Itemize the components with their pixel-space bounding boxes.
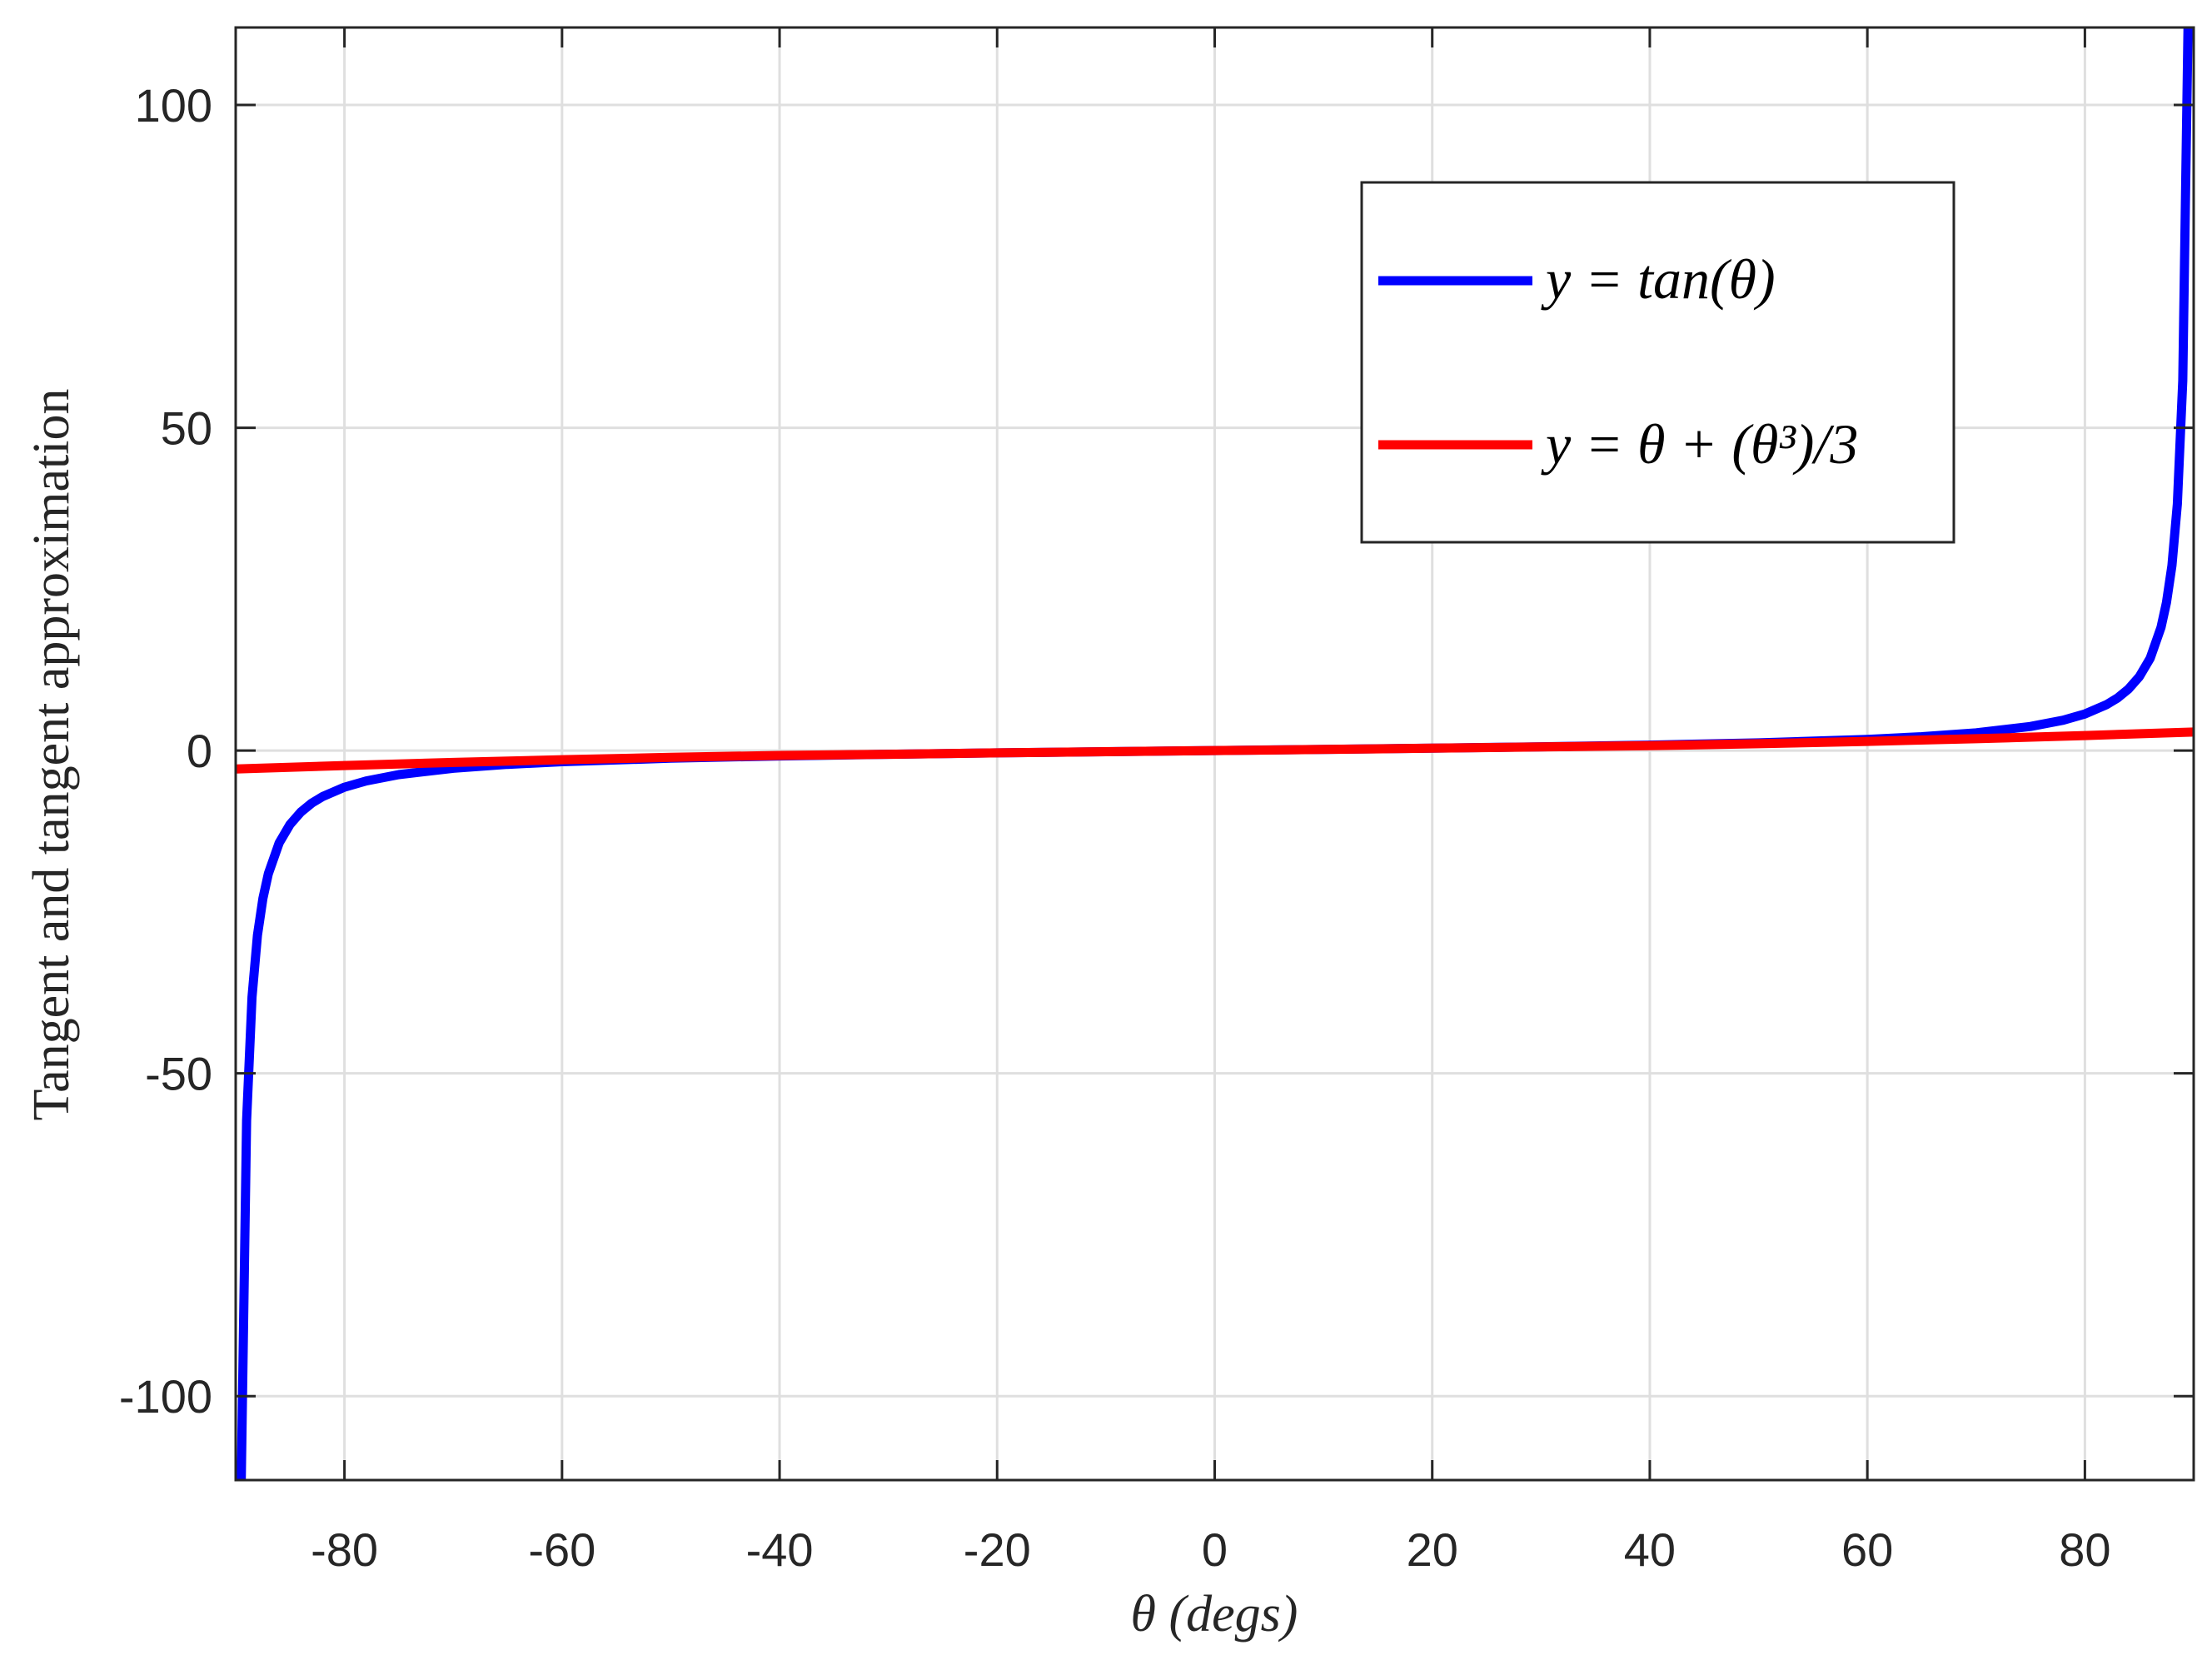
x-tick-label: 40 xyxy=(1624,1523,1676,1576)
series-layer xyxy=(236,27,2194,1480)
y-tick-labels: -100 -50 0 50 100 xyxy=(119,79,212,1423)
legend: y = tan(θ) y = θ + (θ³)/3 xyxy=(1360,181,1955,544)
y-tick-label: 50 xyxy=(161,402,212,455)
x-tick-label: -40 xyxy=(746,1523,814,1576)
y-tick-label: -100 xyxy=(119,1370,212,1423)
x-tick-label: 80 xyxy=(2059,1523,2110,1576)
legend-label-approx: y = θ + (θ³)/3 xyxy=(1541,412,1858,476)
y-axis-label: Tangent and tangent approximation xyxy=(23,389,80,1121)
x-tick-label: 20 xyxy=(1407,1523,1458,1576)
x-axis-label: θ (degs) xyxy=(1131,1586,1298,1643)
x-tick-label: 60 xyxy=(1841,1523,1893,1576)
x-tick-label: 0 xyxy=(1202,1523,1228,1576)
x-tick-label: -80 xyxy=(311,1523,378,1576)
x-tick-label: -20 xyxy=(964,1523,1031,1576)
legend-box xyxy=(1360,181,1955,544)
series-approx-line xyxy=(236,727,2194,774)
ticks xyxy=(236,27,2194,1480)
legend-label-tan: y = tan(θ) xyxy=(1541,247,1776,311)
x-tick-label: -60 xyxy=(528,1523,595,1576)
y-tick-label: -50 xyxy=(145,1048,212,1100)
x-tick-labels: -80 -60 -40 -20 0 20 40 60 80 xyxy=(311,1523,2110,1576)
y-tick-label: 100 xyxy=(135,79,212,132)
y-tick-label: 0 xyxy=(187,725,212,777)
